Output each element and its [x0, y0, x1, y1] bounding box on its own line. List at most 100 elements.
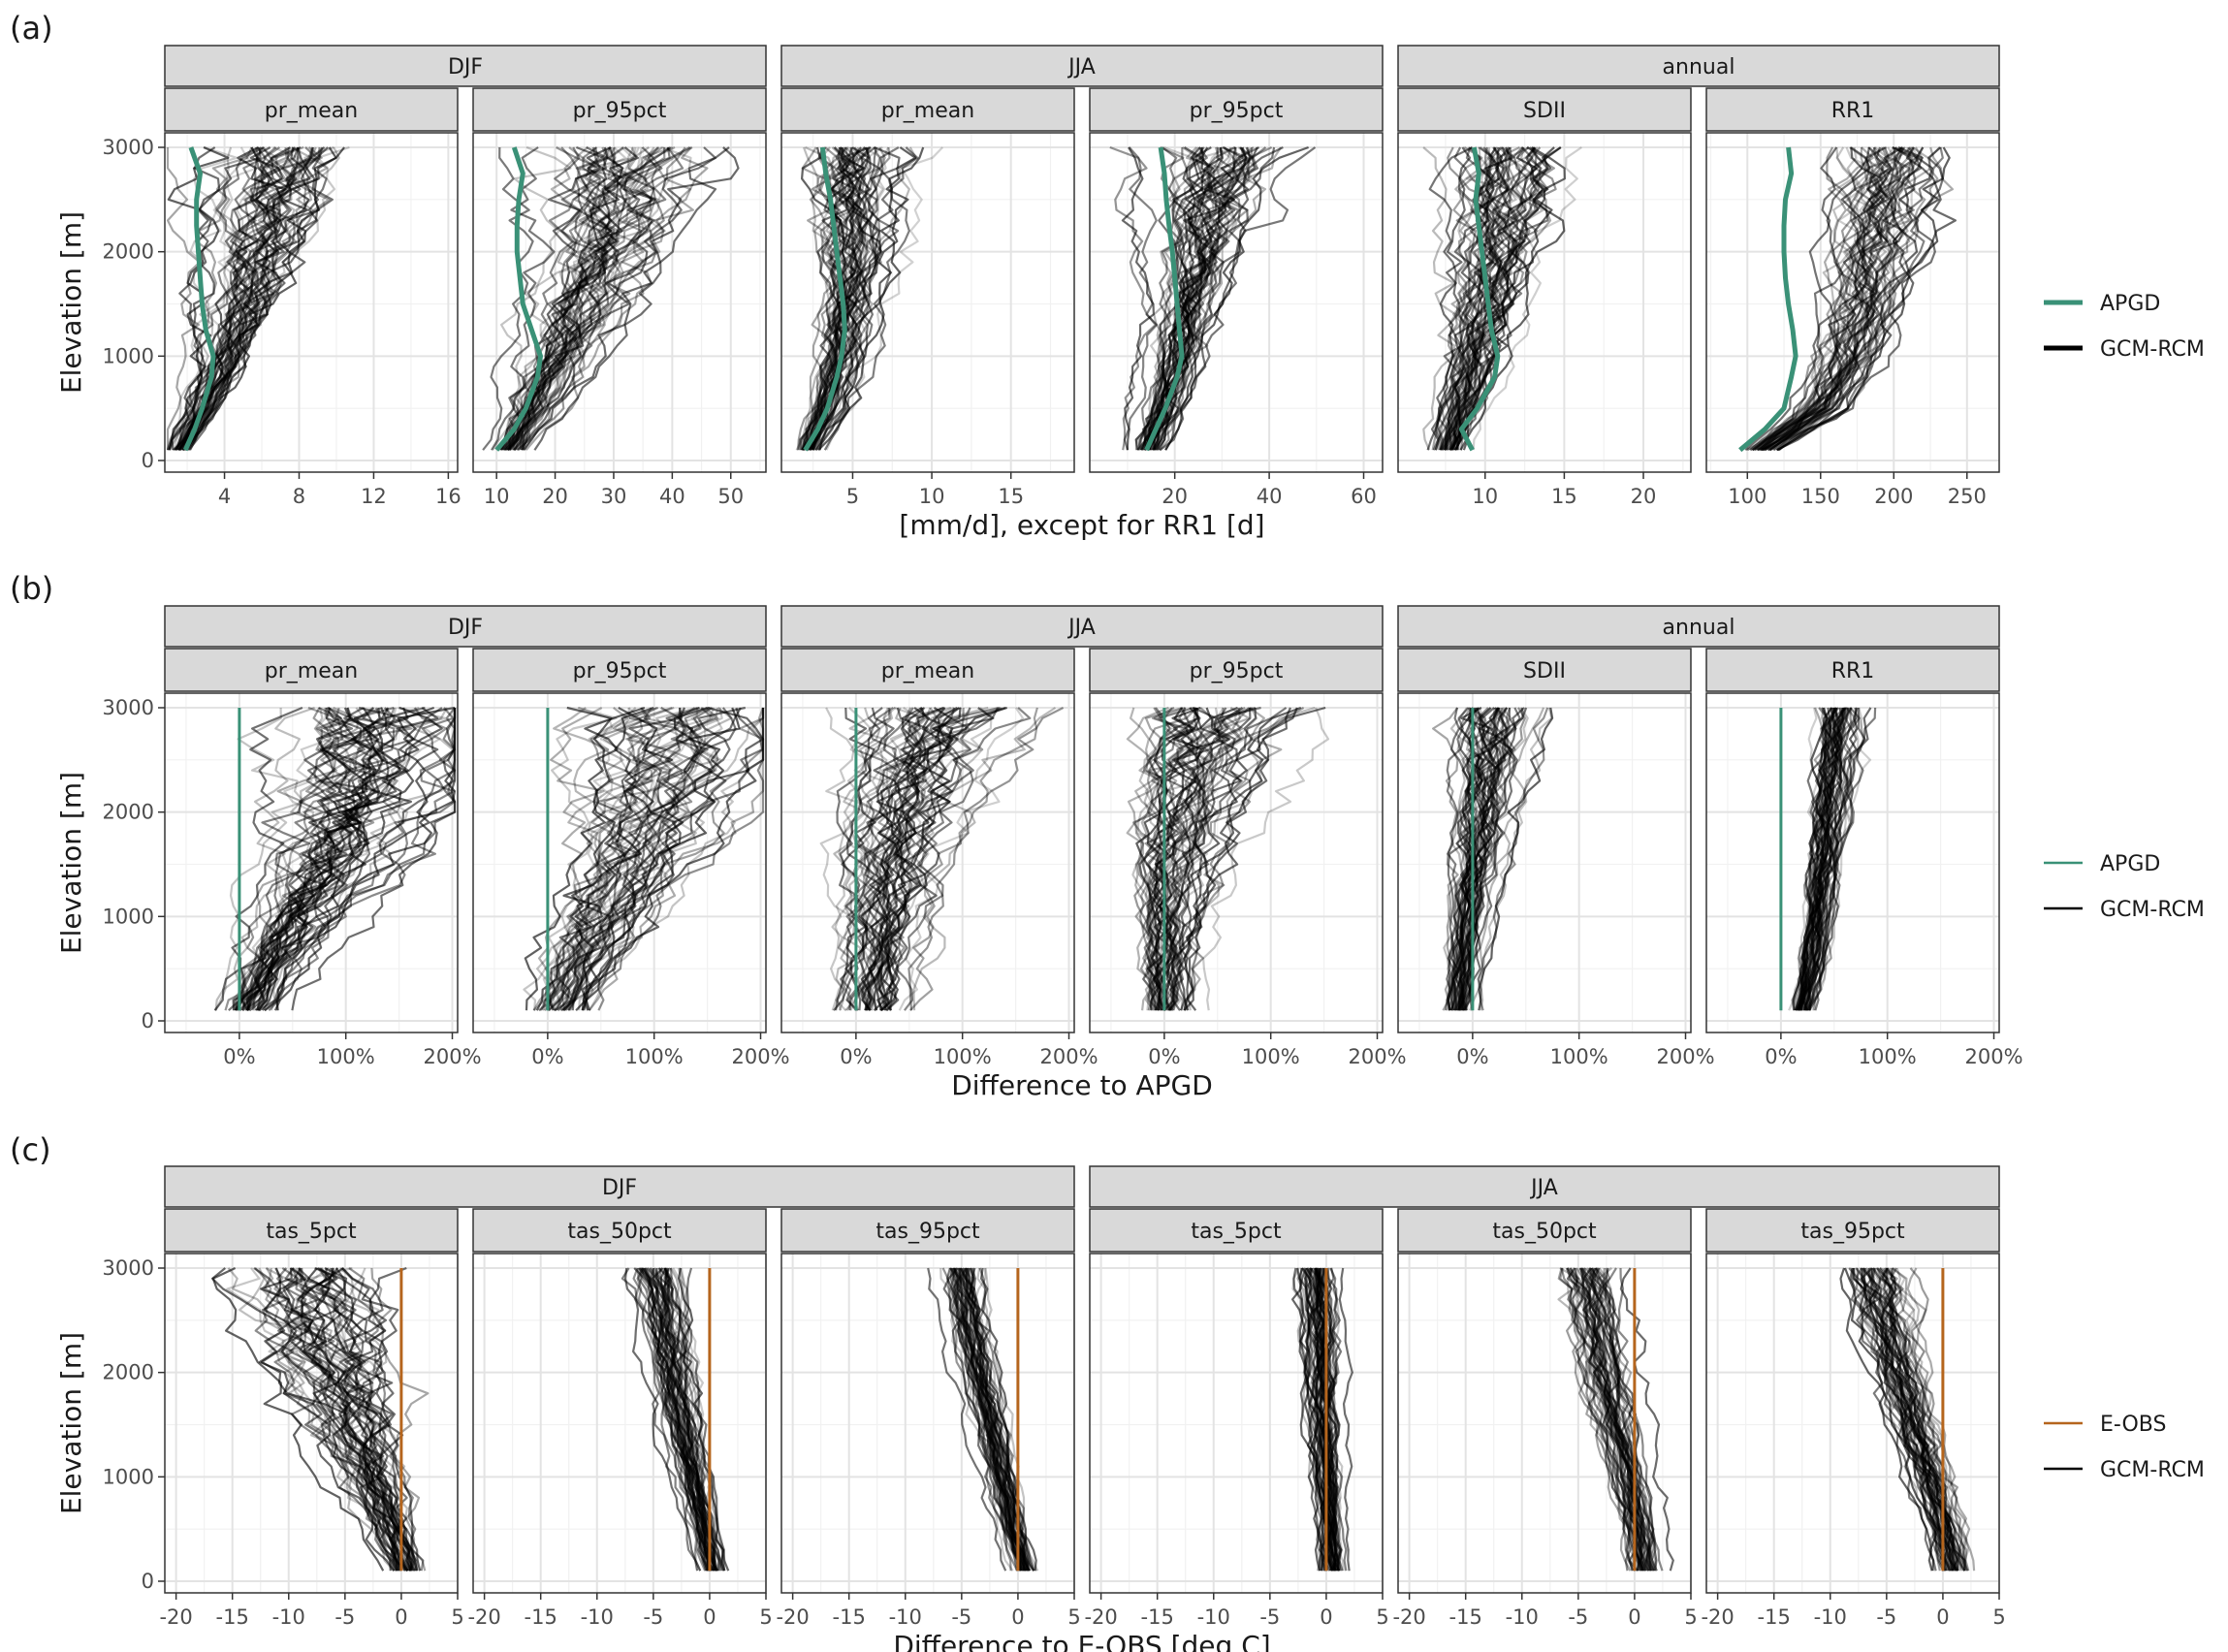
ensemble-line [1153, 146, 1260, 451]
ensemble-line [882, 707, 1000, 1011]
panel-RR1: RR1 0% 100% 200% [1705, 648, 2023, 1068]
ensemble-line [175, 146, 267, 451]
panel-tas_5pct: tas_5pct -20 -15 -10 -5 0 5 0 1000 2000 3000 [103, 1208, 464, 1629]
ensemble-line [482, 146, 534, 451]
ensemble-line [1438, 146, 1494, 451]
ensemble-line [1576, 1267, 1643, 1572]
ensemble-line [277, 1267, 400, 1572]
ensemble-line [168, 146, 221, 451]
ensemble-line [1855, 1267, 1941, 1572]
x-tick-label: 0 [1320, 1605, 1332, 1629]
ensemble-line [1109, 145, 1157, 451]
x-tick-label: -15 [525, 1605, 557, 1629]
reference-line-APGD [1738, 146, 1798, 453]
x-tick-label: -15 [833, 1605, 866, 1629]
ensemble-line [1462, 707, 1526, 1011]
ensemble-line [1590, 1267, 1647, 1572]
ensemble-line [515, 146, 649, 451]
panel-SDII: SDII 0% 100% 200% [1397, 648, 1715, 1068]
ensemble-line [939, 1267, 1014, 1572]
ensemble-line [1756, 146, 1877, 451]
panel-tas_5pct: tas_5pct -20 -15 -10 -5 0 5 [1084, 1208, 1389, 1629]
ensemble-line [1459, 707, 1501, 1011]
ensemble-line [548, 707, 684, 1011]
ensemble-line [1447, 707, 1480, 1011]
panel-pr_95pct: pr_95pct 10 20 30 40 50 [472, 87, 767, 508]
panel-SDII: SDII 10 15 20 [1397, 87, 1692, 508]
ensemble-line [1453, 146, 1567, 451]
ensemble-line [1603, 1267, 1655, 1572]
ensemble-line [1469, 707, 1545, 1011]
x-tick-label: 0 [1628, 1605, 1640, 1629]
panel-strip [164, 648, 459, 692]
ensemble-line [813, 145, 901, 451]
ensemble-line [801, 146, 837, 451]
panel-strip-label: pr_mean [881, 659, 974, 683]
ensemble-line [171, 146, 244, 451]
ensemble-line [182, 146, 317, 451]
ensemble-line [521, 146, 691, 451]
panel-border [1705, 132, 2000, 473]
x-tick-label: 200 [1874, 485, 1913, 508]
ensemble-line [677, 1267, 729, 1572]
x-tick-label: 20 [542, 485, 568, 508]
ensemble-line [1791, 707, 1835, 1011]
panel-strip-label: tas_5pct [266, 1220, 357, 1244]
ensemble-line [1431, 146, 1483, 451]
x-tick-label: 20 [1162, 485, 1188, 508]
ensemble-line [533, 146, 730, 451]
ensemble-line [1170, 707, 1241, 1011]
ensemble-line [255, 707, 396, 1011]
x-tick-label: 200% [1656, 1045, 1714, 1068]
y-axis-title: Elevation [m] [55, 772, 87, 954]
ensemble-line [258, 706, 447, 1011]
ensemble-line [281, 1267, 409, 1572]
ensemble-line [268, 707, 456, 1011]
ensemble-line [817, 146, 917, 451]
ensemble-line [265, 1267, 400, 1572]
ensemble-line [1589, 1267, 1650, 1572]
ensemble-line [825, 707, 863, 1011]
ensemble-line [302, 1267, 401, 1572]
panel-pr_95pct: pr_95pct 0% 100% 200% [472, 648, 790, 1068]
panel-strip-label: RR1 [1831, 659, 1875, 683]
ensemble-line [1560, 1267, 1634, 1572]
ensemble-line [961, 1267, 1027, 1572]
ensemble-line [509, 146, 624, 451]
ensemble-line [844, 707, 921, 1011]
panel-strip [780, 87, 1075, 132]
ensemble-line [1843, 1267, 1939, 1572]
ensemble-line [1426, 146, 1472, 451]
ensemble-line [654, 1267, 716, 1572]
x-tick-label: -20 [1701, 1605, 1734, 1629]
ensemble-line [1472, 146, 1582, 451]
ensemble-line [949, 1267, 1018, 1572]
ensemble-line [807, 146, 878, 451]
ensemble-line [521, 146, 672, 451]
ensemble-line [316, 1267, 412, 1572]
panel-pr_95pct: pr_95pct 20 40 60 [1089, 87, 1384, 508]
ensemble-line [532, 707, 610, 1012]
ensemble-line [1878, 1267, 1959, 1572]
x-axis-title: [mm/d], except for RR1 [d] [899, 509, 1264, 541]
ensemble-series-GCM-RCM [211, 1266, 430, 1573]
ensemble-line [1183, 707, 1305, 1011]
ensemble-line [835, 707, 883, 1011]
ensemble-line [1909, 1267, 1970, 1572]
ensemble-line [862, 706, 952, 1011]
ensemble-line [1749, 146, 1871, 452]
x-tick-label: -10 [272, 1605, 305, 1629]
ensemble-line [1155, 146, 1251, 451]
ensemble-line [564, 707, 737, 1011]
x-tick-label: -5 [1259, 1605, 1280, 1629]
row-tag: (a) [10, 10, 53, 47]
ensemble-line [825, 146, 943, 451]
ensemble-line [254, 1267, 396, 1572]
ensemble-line [1885, 1268, 1959, 1572]
panel-strip-label: pr_95pct [1190, 99, 1284, 123]
x-tick-label: -15 [1449, 1605, 1482, 1629]
ensemble-line [168, 146, 253, 451]
panel-tas_50pct: tas_50pct -20 -15 -10 -5 0 5 [467, 1208, 773, 1629]
ensemble-line [652, 1267, 713, 1572]
ensemble-line [498, 146, 626, 452]
